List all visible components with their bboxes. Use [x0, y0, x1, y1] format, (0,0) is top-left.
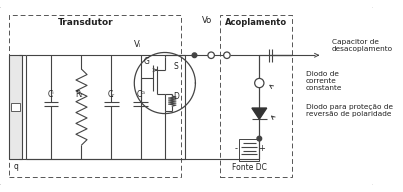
Text: Cᵣ: Cᵣ — [108, 90, 115, 99]
Bar — [11, 103, 21, 111]
Text: Fonte DC: Fonte DC — [232, 163, 266, 172]
Text: -: - — [235, 144, 238, 153]
Circle shape — [224, 52, 230, 59]
Text: G: G — [143, 57, 149, 66]
Text: q: q — [13, 162, 18, 171]
Text: Transdutor: Transdutor — [58, 18, 114, 27]
Polygon shape — [252, 108, 267, 119]
Bar — [9, 55, 22, 159]
Bar — [220, 15, 292, 177]
Text: Cᴳ: Cᴳ — [136, 90, 145, 99]
Text: Acoplamento: Acoplamento — [225, 18, 287, 27]
Bar — [9, 15, 181, 177]
Text: Vᵢ: Vᵢ — [133, 40, 141, 49]
Text: S: S — [174, 62, 179, 71]
Circle shape — [192, 53, 197, 58]
Text: +: + — [259, 144, 266, 153]
Text: Vo: Vo — [202, 16, 212, 25]
Text: Rₜ: Rₜ — [75, 90, 83, 99]
Circle shape — [208, 52, 214, 59]
Text: Capacitor de
desacoplamento: Capacitor de desacoplamento — [332, 40, 393, 52]
Bar — [239, 139, 259, 161]
Circle shape — [257, 136, 262, 141]
FancyBboxPatch shape — [0, 6, 374, 186]
Text: D: D — [173, 92, 179, 100]
Circle shape — [255, 78, 264, 88]
Text: Cⁱ: Cⁱ — [48, 90, 54, 99]
Text: Diodo para proteção de
reversão de polaridade: Diodo para proteção de reversão de polar… — [305, 104, 393, 117]
Text: Diodo de
corrente
constante: Diodo de corrente constante — [305, 71, 342, 91]
